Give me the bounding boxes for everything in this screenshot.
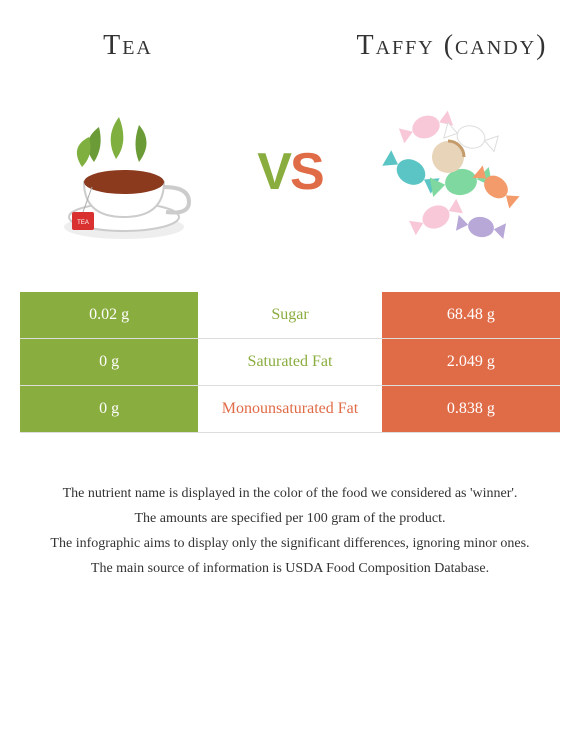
right-value: 0.838 g	[382, 386, 560, 433]
note-line: The infographic aims to display only the…	[40, 533, 540, 554]
comparison-table: 0.02 g Sugar 68.48 g 0 g Saturated Fat 2…	[20, 292, 560, 433]
right-title: Taffy (candy)	[344, 30, 560, 62]
note-line: The nutrient name is displayed in the co…	[40, 483, 540, 504]
header-titles: Tea Taffy (candy)	[0, 0, 580, 72]
tea-icon: TEA	[44, 87, 214, 257]
svg-text:TEA: TEA	[77, 220, 89, 226]
right-value: 68.48 g	[382, 292, 560, 339]
table-body: 0.02 g Sugar 68.48 g 0 g Saturated Fat 2…	[20, 292, 560, 433]
vs-v-letter: V	[257, 143, 290, 201]
table-row: 0 g Saturated Fat 2.049 g	[20, 339, 560, 386]
nutrient-name: Monounsaturated Fat	[198, 386, 382, 433]
table-row: 0.02 g Sugar 68.48 g	[20, 292, 560, 339]
note-line: The main source of information is USDA F…	[40, 558, 540, 579]
images-row: TEA VS	[0, 72, 580, 282]
note-line: The amounts are specified per 100 gram o…	[40, 508, 540, 529]
vs-badge: VS	[257, 142, 322, 202]
vs-s-letter: S	[290, 143, 323, 201]
candy-image	[361, 82, 541, 262]
left-value: 0 g	[20, 386, 198, 433]
footer-notes: The nutrient name is displayed in the co…	[0, 443, 580, 603]
left-value: 0 g	[20, 339, 198, 386]
nutrient-name: Sugar	[198, 292, 382, 339]
right-value: 2.049 g	[382, 339, 560, 386]
nutrient-name: Saturated Fat	[198, 339, 382, 386]
tea-image: TEA	[39, 82, 219, 262]
table-row: 0 g Monounsaturated Fat 0.838 g	[20, 386, 560, 433]
left-title: Tea	[20, 30, 236, 62]
candy-icon	[366, 87, 536, 257]
left-value: 0.02 g	[20, 292, 198, 339]
